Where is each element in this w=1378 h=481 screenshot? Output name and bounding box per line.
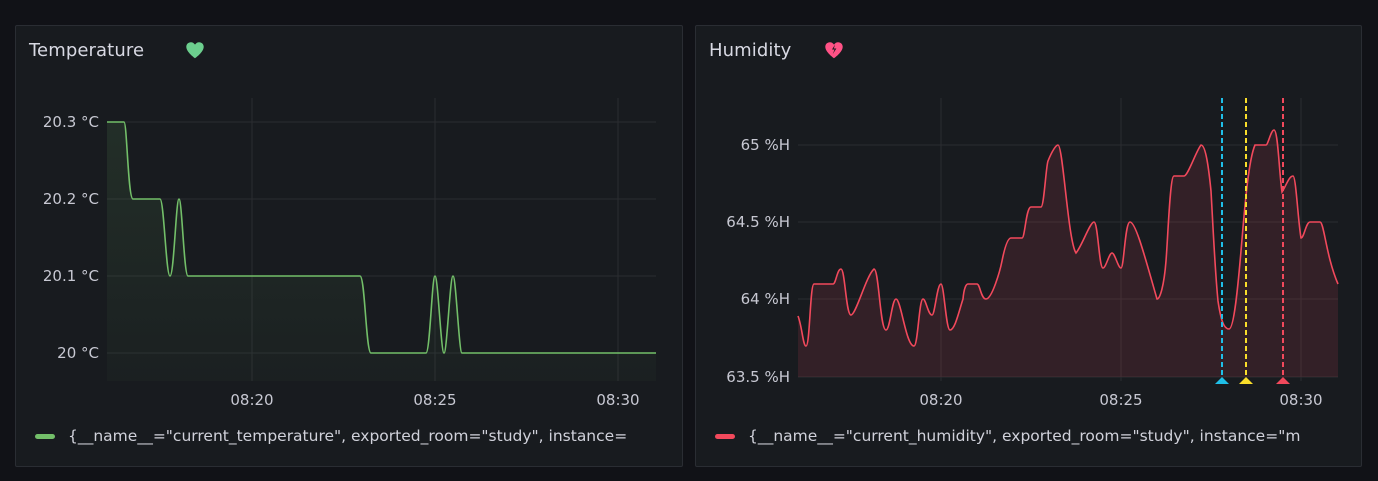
svg-text:20.2 °C: 20.2 °C: [43, 190, 99, 208]
heart-icon: [186, 42, 204, 59]
humidity-chart[interactable]: 65 %H 64.5 %H 64 %H 63.5 %H 08:20 08:25 …: [696, 26, 1363, 426]
svg-text:08:20: 08:20: [919, 391, 962, 409]
x-axis: 08:20 08:25 08:30: [919, 391, 1322, 409]
legend-swatch: [715, 433, 735, 439]
x-axis: 08:20 08:25 08:30: [230, 391, 639, 409]
grid: [798, 98, 1338, 381]
temperature-line: [107, 121, 656, 354]
legend-label[interactable]: {__name__="current_temperature", exporte…: [68, 427, 628, 445]
svg-text:20.3 °C: 20.3 °C: [43, 113, 99, 131]
svg-text:08:25: 08:25: [413, 391, 456, 409]
annotation-marker-yellow[interactable]: [1239, 377, 1253, 384]
humidity-area: [798, 130, 1338, 377]
svg-text:08:30: 08:30: [1279, 391, 1322, 409]
svg-text:20 °C: 20 °C: [57, 344, 99, 362]
y-axis: 65 %H 64.5 %H 64 %H 63.5 %H: [726, 136, 790, 386]
humidity-line: [797, 129, 1339, 347]
temperature-panel[interactable]: Temperature 20.3 °C 20.2 °C 20.1 °C 20 °…: [15, 25, 683, 467]
panel-title: Humidity: [709, 40, 792, 61]
legend-swatch: [35, 433, 55, 439]
svg-text:64.5 %H: 64.5 %H: [726, 213, 790, 231]
legend[interactable]: {__name__="current_temperature", exporte…: [35, 425, 670, 447]
annotation-marker-blue[interactable]: [1215, 377, 1229, 384]
svg-text:08:30: 08:30: [596, 391, 639, 409]
panel-title: Temperature: [29, 40, 145, 61]
temperature-chart[interactable]: 20.3 °C 20.2 °C 20.1 °C 20 °C 08:20 08:2…: [16, 26, 684, 426]
svg-text:63.5 %H: 63.5 %H: [726, 368, 790, 386]
legend-label[interactable]: {__name__="current_humidity", exported_r…: [748, 427, 1301, 445]
svg-text:08:20: 08:20: [230, 391, 273, 409]
svg-text:65 %H: 65 %H: [741, 136, 790, 154]
broken-heart-icon: [825, 42, 843, 59]
annotation-markers[interactable]: [1215, 98, 1290, 384]
legend[interactable]: {__name__="current_humidity", exported_r…: [715, 425, 1349, 447]
annotation-marker-red[interactable]: [1276, 377, 1290, 384]
svg-text:08:25: 08:25: [1099, 391, 1142, 409]
svg-text:64 %H: 64 %H: [741, 290, 790, 308]
svg-text:20.1 °C: 20.1 °C: [43, 267, 99, 285]
y-axis: 20.3 °C 20.2 °C 20.1 °C 20 °C: [43, 113, 99, 362]
temperature-area: [107, 122, 656, 381]
humidity-panel[interactable]: Humidity 65 %H 64.5 %H 64 %H 63.5 %H 08:…: [695, 25, 1362, 467]
